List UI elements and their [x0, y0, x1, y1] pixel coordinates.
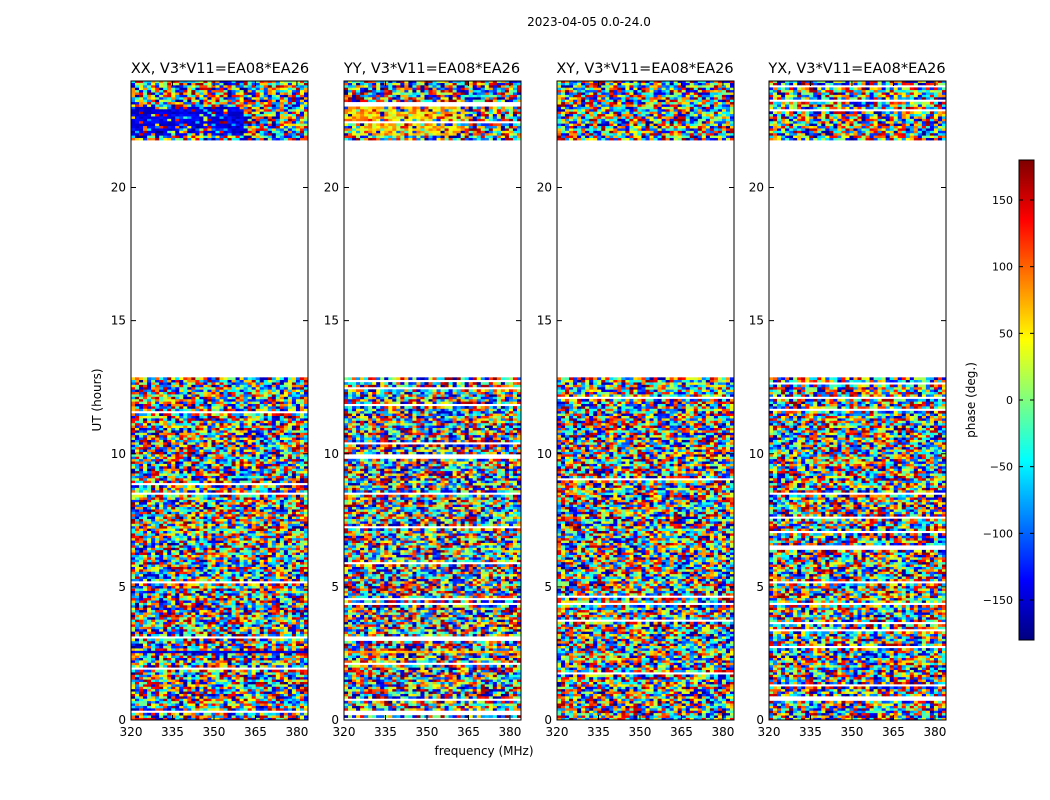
x-tick-label: 380: [711, 725, 734, 739]
y-tick-label: 10: [749, 447, 764, 461]
y-tick-label: 5: [756, 580, 764, 594]
x-tick-label: 320: [120, 725, 143, 739]
y-tick-label: 10: [324, 447, 339, 461]
phase-image: [769, 81, 946, 720]
colorbar-tick-label: −150: [983, 594, 1013, 607]
x-tick-label: 335: [587, 725, 610, 739]
x-tick-label: 365: [670, 725, 693, 739]
y-tick-label: 15: [111, 314, 126, 328]
axes-frame: [768, 80, 947, 721]
y-tick-label: 5: [544, 580, 552, 594]
y-tick-label: 0: [118, 713, 126, 727]
x-tick-label: 350: [203, 725, 226, 739]
x-tick-label: 380: [498, 725, 521, 739]
y-tick-label: 15: [749, 314, 764, 328]
y-tick-label: 0: [544, 713, 552, 727]
y-tick-label: 15: [537, 314, 552, 328]
axes-frame: [343, 80, 522, 721]
y-tick-label: 5: [118, 580, 126, 594]
colorbar-tick-label: 100: [992, 261, 1013, 274]
panel-xx: XX, V3*V11=EA08*EA26 320 335 350 365 380 0 5 10…: [111, 61, 309, 739]
colorbar-label: phase (deg.): [964, 362, 978, 438]
x-tick-label: 335: [374, 725, 397, 739]
panel-yy: YY, V3*V11=EA08*EA26 320 335 350 365 380 0 5 10…: [324, 61, 522, 739]
colorbar-tick-label: 0: [1006, 394, 1013, 407]
panel-title: YX, V3*V11=EA08*EA26: [767, 61, 945, 77]
y-axis-label: UT (hours): [90, 368, 104, 431]
phase-image: [344, 81, 521, 718]
x-tick-label: 380: [285, 725, 308, 739]
x-tick-label: 335: [799, 725, 822, 739]
x-tick-label: 365: [457, 725, 480, 739]
axes-frame: [556, 80, 735, 721]
panel-title: XY, V3*V11=EA08*EA26: [556, 61, 733, 77]
x-tick-label: 365: [882, 725, 905, 739]
x-tick-label: 365: [244, 725, 267, 739]
x-tick-label: 335: [161, 725, 184, 739]
y-tick-label: 10: [537, 447, 552, 461]
colorbar: phase (deg.) −150 −100 −50 0 50 100 150: [964, 159, 1035, 641]
x-tick-label: 320: [546, 725, 569, 739]
colorbar-tick-label: −50: [990, 461, 1013, 474]
y-tick-label: 20: [324, 181, 339, 195]
y-tick-label: 20: [111, 181, 126, 195]
figure-suptitle: 2023-04-05 0.0-24.0: [527, 15, 651, 29]
panel-title: XX, V3*V11=EA08*EA26: [131, 61, 309, 77]
axes-frame: [130, 80, 309, 721]
y-tick-label: 5: [331, 580, 339, 594]
colorbar-tick-label: 50: [999, 327, 1013, 340]
colorbar-tick-label: 150: [992, 194, 1013, 207]
y-tick-label: 15: [324, 314, 339, 328]
y-tick-label: 20: [537, 181, 552, 195]
y-tick-label: 0: [331, 713, 339, 727]
phase-image: [131, 81, 308, 720]
x-axis-label: frequency (MHz): [434, 744, 533, 758]
phase-image: [557, 81, 734, 720]
panel-xy: XY, V3*V11=EA08*EA26 320 335 350 365 380 0 5 10…: [537, 61, 735, 739]
panel-title: YY, V3*V11=EA08*EA26: [343, 61, 520, 77]
x-tick-label: 320: [333, 725, 356, 739]
x-tick-label: 350: [629, 725, 652, 739]
panel-yx: YX, V3*V11=EA08*EA26 320 335 350 365 380 0 5 10…: [749, 61, 947, 739]
x-tick-label: 350: [841, 725, 864, 739]
y-tick-label: 10: [111, 447, 126, 461]
y-tick-label: 20: [749, 181, 764, 195]
colorbar-tick-label: −100: [983, 527, 1013, 540]
x-tick-label: 380: [923, 725, 946, 739]
y-tick-label: 0: [756, 713, 764, 727]
x-tick-label: 350: [416, 725, 439, 739]
x-tick-label: 320: [758, 725, 781, 739]
